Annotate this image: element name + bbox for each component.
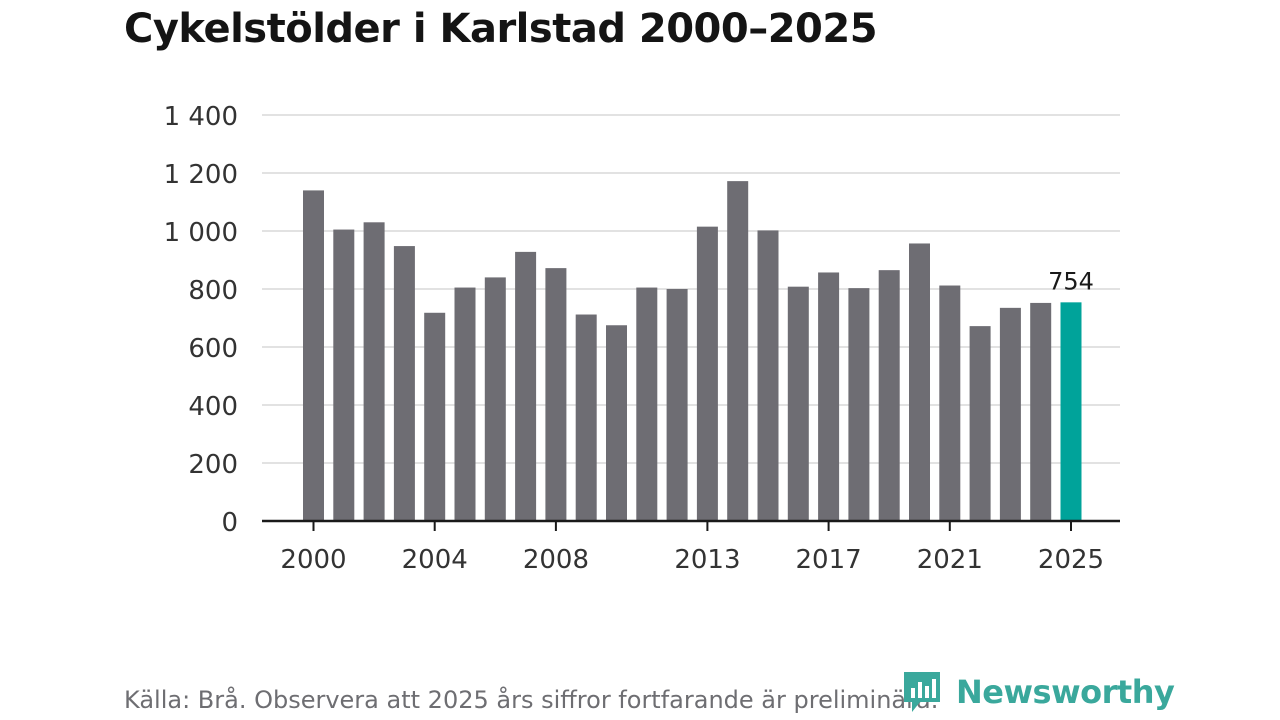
bar-2022	[969, 326, 991, 521]
newsworthy-logo[interactable]: Newsworthy	[902, 670, 1175, 714]
bar-2005	[454, 287, 476, 521]
bar-2006	[484, 277, 506, 521]
bar-2011	[636, 287, 658, 521]
bars	[303, 181, 1082, 522]
x-tick-label: 2000	[280, 545, 346, 575]
bar-2017	[818, 272, 840, 521]
y-tick-label: 800	[188, 276, 238, 306]
data-labels: 754	[1048, 267, 1094, 295]
x-tick-label: 2013	[674, 545, 740, 575]
bar-2020	[909, 243, 930, 521]
bar-2008	[545, 268, 567, 521]
logo-text: Newsworthy	[956, 673, 1175, 711]
bar-2004	[424, 312, 446, 521]
bar-2009	[575, 314, 597, 521]
bar-2000	[303, 190, 324, 521]
y-tick-label: 600	[188, 334, 238, 364]
y-tick-label: 1 200	[164, 160, 238, 190]
source-note: Källa: Brå. Observera att 2025 års siffr…	[124, 686, 939, 714]
bar-2015	[757, 230, 779, 522]
x-tick-label: 2017	[796, 545, 862, 575]
bar-2024	[1030, 302, 1052, 521]
bar-2023	[999, 307, 1021, 521]
y-tick-label: 400	[188, 392, 238, 422]
bar-2012	[666, 289, 688, 521]
bar-2019	[878, 270, 900, 521]
x-axis-tick-labels: 2000 2004 2008 2013 2017 2021 2025	[280, 521, 1104, 575]
x-tick-label: 2004	[402, 545, 468, 575]
y-axis-tick-labels: 0 200 400 600 800 1 000 1 200 1 400	[164, 102, 238, 538]
y-tick-label: 0	[221, 508, 238, 538]
x-tick-label: 2025	[1038, 545, 1104, 575]
y-tick-label: 1 000	[164, 218, 238, 248]
gridlines	[262, 114, 1120, 464]
bar-2007	[515, 251, 537, 521]
bar-2010	[606, 325, 627, 521]
bar-2014	[727, 181, 749, 521]
x-tick-label: 2021	[917, 545, 983, 575]
bar-2016	[787, 286, 809, 521]
bar-2018	[848, 288, 870, 521]
y-tick-label: 1 400	[164, 102, 238, 132]
bar-2001	[333, 229, 355, 522]
bar-2025	[1060, 302, 1082, 521]
y-tick-label: 200	[188, 450, 238, 480]
data-label-2025: 754	[1048, 267, 1094, 295]
bar-2002	[363, 222, 385, 522]
bar-2013	[696, 226, 718, 521]
bar-2021	[939, 285, 961, 521]
x-tick-label: 2008	[523, 545, 589, 575]
chart-title: Cykelstölder i Karlstad 2000–2025	[124, 6, 878, 52]
bar-2003	[393, 246, 415, 521]
newsworthy-logo-icon	[904, 672, 940, 712]
